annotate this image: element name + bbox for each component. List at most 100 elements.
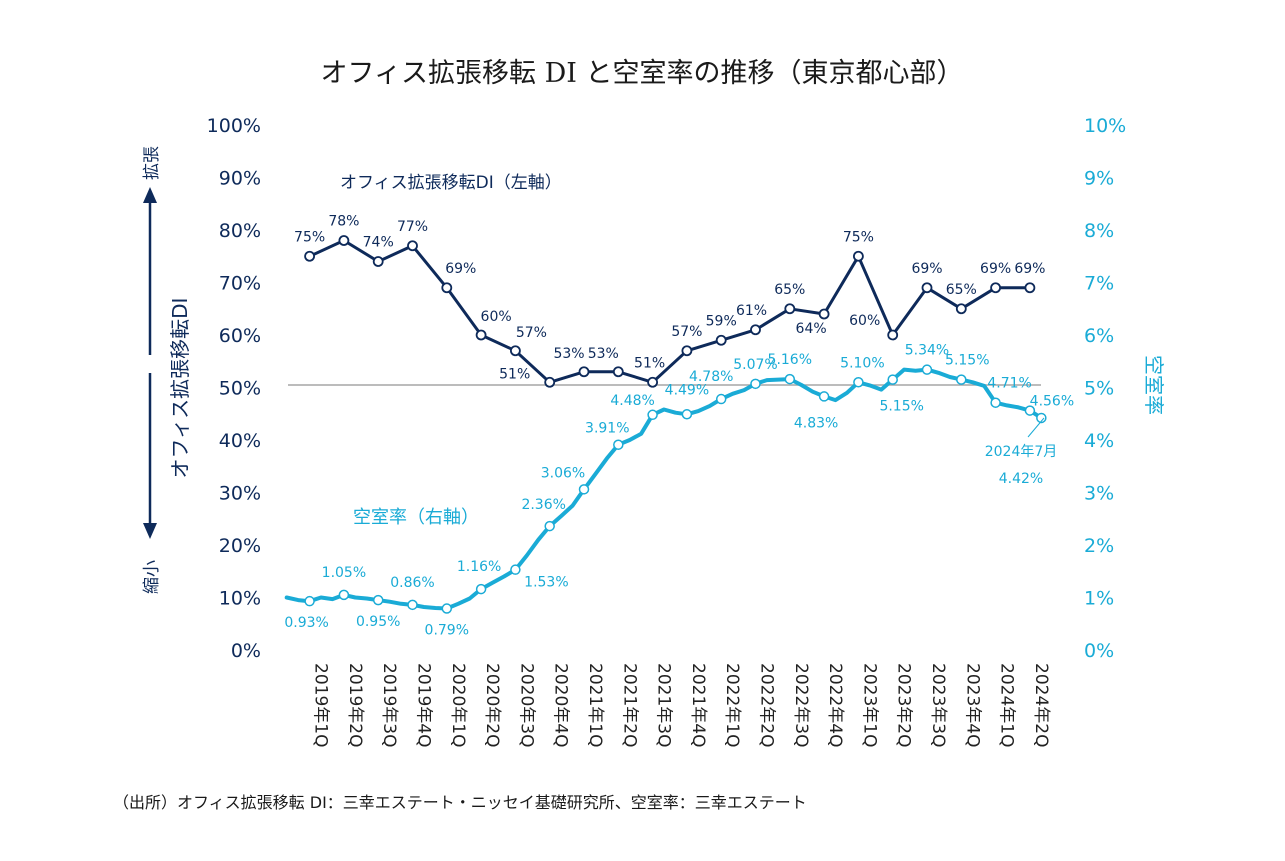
right-tick-label: 9% <box>1084 168 1114 190</box>
di-point <box>544 376 556 388</box>
vacancy-marks: 0.93% 1.05% 0.95% 0.86% 0.79% 1.16% 1.53% 2.36%… <box>284 343 1074 639</box>
di-point <box>921 282 933 294</box>
vacancy-data-label: 4.83% <box>794 415 838 431</box>
di-point <box>990 282 1001 294</box>
di-data-label: 74% <box>363 235 394 251</box>
vacancy-point <box>681 409 693 420</box>
vacancy-point <box>510 564 521 575</box>
vacancy-point <box>578 484 590 495</box>
right-tick-label: 10% <box>1084 115 1126 137</box>
vacancy-data-label: 4.71% <box>987 376 1031 392</box>
vacancy-data-label: 4.48% <box>610 393 654 409</box>
left-tick-label: 0% <box>231 640 261 662</box>
x-tick-label: 2019年2Q <box>345 663 365 747</box>
x-tick-label: 2023年1Q <box>859 663 879 747</box>
di-data-label: 53% <box>588 346 619 362</box>
vacancy-point <box>407 599 418 611</box>
right-axis-title: 空室率 <box>1142 355 1166 415</box>
vacancy-data-label: 1.05% <box>322 565 366 581</box>
shrink-label: 縮小 <box>142 560 162 594</box>
x-tick-label: 2024年1Q <box>997 663 1017 747</box>
right-tick-label: 2% <box>1084 535 1114 557</box>
left-tick-label: 10% <box>219 588 261 610</box>
di-point <box>647 376 658 388</box>
vacancy-data-label: 5.34% <box>905 343 949 359</box>
x-tick-label: 2020年1Q <box>448 663 468 747</box>
left-tick-label: 60% <box>219 325 261 347</box>
vacancy-point <box>921 364 933 375</box>
di-point <box>372 256 384 267</box>
di-point <box>955 303 967 315</box>
di-point <box>887 329 899 341</box>
di-point <box>715 334 727 346</box>
left-tick-label: 50% <box>219 378 261 400</box>
vacancy-data-label: 4.78% <box>689 369 733 385</box>
vacancy-point <box>372 594 384 606</box>
expand-arrow-head <box>143 187 157 203</box>
vacancy-point <box>887 374 898 385</box>
x-tick-label: 2023年3Q <box>928 663 948 747</box>
di-data-label: 65% <box>946 282 977 298</box>
di-data-label: 77% <box>397 219 428 235</box>
vacancy-data-label: 0.79% <box>425 623 469 639</box>
left-tick-label: 70% <box>219 273 261 295</box>
annotation-date: 2024年7月 <box>985 444 1058 460</box>
di-data-label: 64% <box>796 321 827 337</box>
vacancy-point <box>853 377 864 388</box>
vacancy-data-label: 5.07% <box>733 357 777 373</box>
annotation-leader <box>1027 417 1045 438</box>
di-point <box>681 345 693 357</box>
di-data-label: 69% <box>911 261 942 277</box>
right-tick-label: 5% <box>1084 378 1114 400</box>
di-data-label: 51% <box>634 355 665 371</box>
vacancy-data-label: 5.15% <box>879 399 923 415</box>
annotation-value: 4.42% <box>999 471 1043 487</box>
vacancy-data-label: 3.91% <box>585 421 629 437</box>
di-data-label: 57% <box>516 325 547 341</box>
source-note: （出所）オフィス拡張移転 DI：三幸エステート・ニッセイ基礎研究所、空室率：三幸… <box>113 793 807 812</box>
shrink-arrow-head <box>143 523 157 539</box>
di-point <box>510 345 521 357</box>
di-series-line <box>308 239 1030 384</box>
di-data-label: 53% <box>553 346 584 362</box>
left-axis-ticks: 0% 10% 20% 30% 40% 50% 60% 70% 80% 90% 100% <box>207 115 261 662</box>
right-tick-label: 4% <box>1084 430 1114 452</box>
x-tick-label: 2022年1Q <box>722 663 742 747</box>
x-tick-label: 2022年3Q <box>791 663 811 747</box>
di-point <box>750 324 761 336</box>
di-point <box>1024 282 1036 294</box>
di-data-label: 60% <box>481 309 512 325</box>
x-tick-label: 2022年4Q <box>825 663 845 747</box>
vacancy-point <box>784 373 796 385</box>
di-point <box>407 240 418 252</box>
di-point <box>578 366 590 378</box>
vacancy-point <box>750 378 761 390</box>
vacancy-data-label: 5.16% <box>768 352 812 368</box>
vacancy-point <box>338 589 350 601</box>
right-tick-label: 7% <box>1084 273 1114 295</box>
left-tick-label: 100% <box>207 115 261 137</box>
x-tick-label: 2020年2Q <box>482 663 502 747</box>
vacancy-data-label: 5.10% <box>840 355 884 371</box>
di-point <box>338 235 350 246</box>
vacancy-latest-point <box>1036 412 1047 424</box>
left-tick-label: 40% <box>219 430 261 452</box>
vacancy-data-label: 0.95% <box>356 614 400 630</box>
x-tick-label: 2019年3Q <box>379 663 399 747</box>
di-data-label: 51% <box>499 366 530 382</box>
vacancy-point <box>441 603 453 614</box>
di-data-label: 75% <box>843 229 874 245</box>
x-tick-label: 2021年1Q <box>585 663 605 747</box>
di-series-label: オフィス拡張移転DI（左軸） <box>340 173 562 193</box>
vacancy-point <box>647 409 658 421</box>
di-data-label: 59% <box>706 313 737 329</box>
di-point <box>475 329 487 341</box>
right-tick-label: 1% <box>1084 588 1114 610</box>
x-tick-label: 2023年2Q <box>894 663 914 747</box>
vacancy-data-label: 3.06% <box>541 465 585 481</box>
vacancy-data-label: 4.56% <box>1030 394 1074 410</box>
right-tick-label: 8% <box>1084 220 1114 242</box>
vacancy-point <box>956 374 967 385</box>
di-data-label: 60% <box>849 313 880 329</box>
